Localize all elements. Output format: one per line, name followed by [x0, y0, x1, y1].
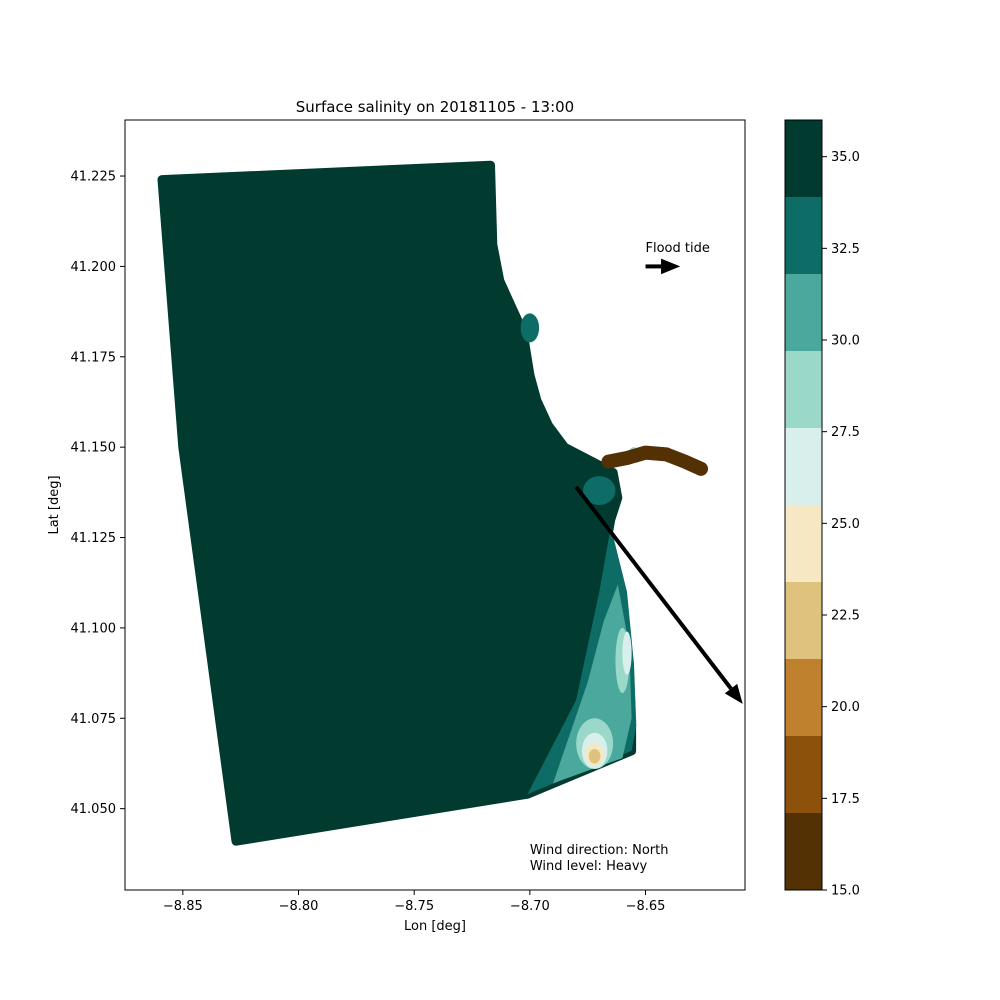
colorbar-tick-label: 35.0 [831, 150, 860, 165]
colorbar-segment [785, 428, 822, 505]
wind-level-label: Wind level: Heavy [530, 859, 648, 874]
y-tick-label: 41.100 [71, 621, 117, 636]
colorbar-tick-label: 17.5 [831, 792, 860, 807]
colorbar-segment [785, 659, 822, 736]
salinity-patch [588, 749, 601, 764]
x-tick-label: −8.75 [394, 899, 434, 914]
colorbar-segment [785, 274, 822, 351]
y-axis-label: Lat [deg] [47, 475, 62, 534]
colorbar-segment [785, 582, 822, 659]
river-channel [601, 445, 708, 476]
salinity-patch [520, 313, 540, 343]
y-tick-label: 41.150 [71, 441, 117, 456]
x-tick-label: −8.80 [279, 899, 319, 914]
plot-frame [124, 119, 746, 891]
colorbar-tick-label: 20.0 [831, 700, 860, 715]
colorbar-segment [785, 505, 822, 582]
x-tick-label: −8.65 [626, 899, 666, 914]
wind-direction-label: Wind direction: North [530, 843, 669, 858]
y-tick-label: 41.175 [71, 350, 117, 365]
y-axis: 41.050 41.075 41.100 41.125 41.150 41.175 41.2… [71, 170, 125, 817]
colorbar-tick-label: 27.5 [831, 425, 860, 440]
colorbar-segment [785, 197, 822, 274]
y-tick-label: 41.125 [71, 531, 117, 546]
x-axis-label: Lon [deg] [404, 919, 466, 934]
wind-arrow-head [724, 683, 743, 704]
colorbar-segment [785, 813, 822, 890]
colorbar-tick-label: 22.5 [831, 609, 860, 624]
salinity-patch [583, 476, 616, 506]
colorbar: 15.0 17.5 20.0 22.5 25.0 27.5 30.0 32.5 35.0 [784, 119, 860, 899]
colorbar-tick-label: 15.0 [831, 884, 860, 899]
salinity-patch [553, 584, 632, 784]
x-tick-label: −8.70 [510, 899, 550, 914]
colorbar-tick-label: 30.0 [831, 334, 860, 349]
colorbar-segment [785, 736, 822, 813]
plot-area [157, 160, 708, 846]
colorbar-frame [784, 119, 823, 891]
chart-title: Surface salinity on 20181105 - 13:00 [296, 98, 574, 116]
colorbar-tick-label: 32.5 [831, 242, 860, 257]
x-axis: −8.85 −8.80 −8.75 −8.70 −8.65 [163, 890, 666, 914]
flood-tide-label: Flood tide [646, 241, 710, 256]
x-tick-label: −8.85 [163, 899, 203, 914]
y-tick-label: 41.225 [71, 170, 117, 185]
y-tick-label: 41.075 [71, 712, 117, 727]
y-tick-label: 41.050 [71, 802, 117, 817]
wind-arrow-shaft [574, 485, 733, 690]
colorbar-tick-label: 25.0 [831, 517, 860, 532]
salinity-patch [622, 631, 632, 675]
colorbar-segment [785, 351, 822, 428]
colorbar-segment [785, 120, 822, 197]
flood-tide-arrow-head [661, 258, 681, 275]
y-tick-label: 41.200 [71, 260, 117, 275]
